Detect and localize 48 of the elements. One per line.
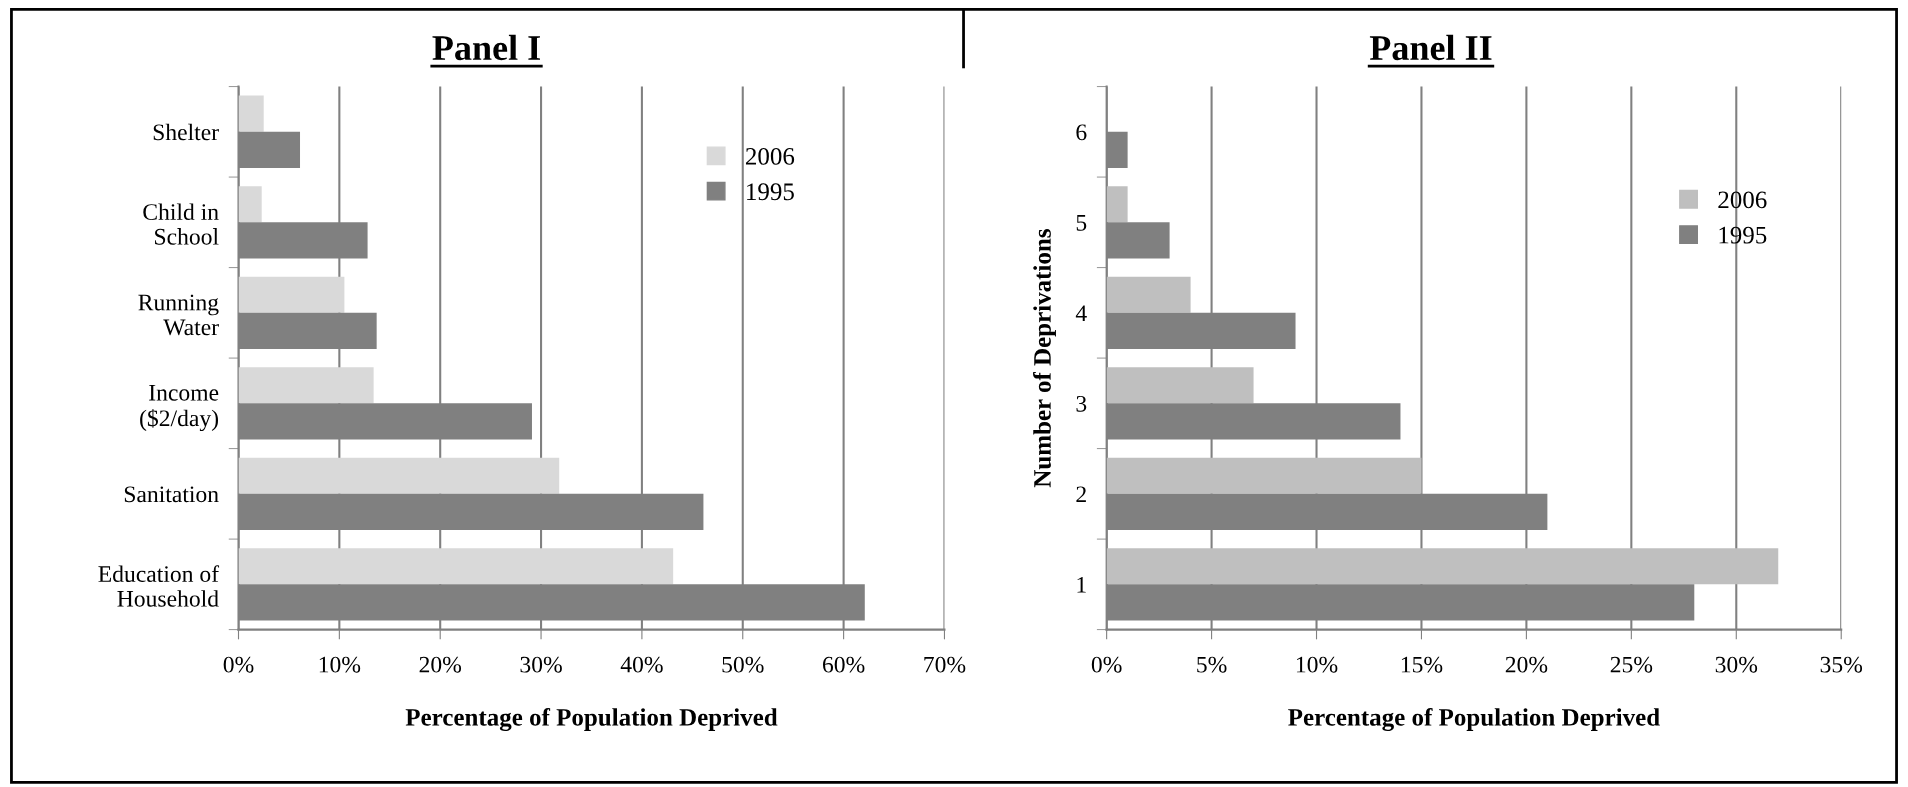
y-tick-label: Education of Household [98,565,220,607]
y-tick-label: Shelter [153,123,219,141]
bar [238,186,262,223]
y-tick-label: Child in School [143,203,219,245]
bar [1106,457,1422,494]
legend-label: 2006 [1718,191,1767,209]
legend-label: 1995 [747,183,794,201]
x-tick-label: 20% [419,656,462,673]
x-tick-label: 20% [1505,656,1548,673]
bar [1106,186,1128,223]
x-tick-label: 25% [1610,656,1653,673]
legend-label: 2006 [745,147,795,165]
x-tick-label: 30% [520,656,562,673]
x-tick-label: 60% [822,656,865,673]
x-tick-label: 10% [1296,656,1338,673]
x-tick-label: 40% [620,656,663,673]
bar [238,457,560,494]
bar [1106,276,1191,313]
x-axis-title: Percentage of Population Deprived [1288,707,1660,732]
x-tick-label: 30% [1715,656,1758,673]
x-tick-label: 15% [1401,656,1443,673]
x-tick-label: 10% [319,656,361,673]
y-tick-label: Sanitation [124,486,219,503]
bar [1106,367,1254,404]
x-tick-label: 5% [1197,656,1227,673]
bar [238,276,345,313]
x-tick-label: 0% [223,656,254,673]
y-tick-label: 5 [1076,215,1087,231]
y-tick-label: 1 [1077,576,1086,593]
bar [238,367,374,404]
y-tick-label: Running Water [138,294,219,336]
bar [238,548,674,585]
x-tick-label: 0% [1091,656,1122,673]
bar [238,95,264,132]
chart-title: Panel I [432,34,540,61]
y-tick-label: 6 [1076,124,1087,141]
y-tick-label: 3 [1076,395,1087,412]
y-tick-label: 4 [1075,305,1087,322]
x-tick-label: 50% [722,656,764,673]
legend-label: 1995 [1719,226,1767,244]
x-axis-title: Percentage of Population Deprived [405,707,778,732]
chart-title: Panel II [1369,34,1492,61]
y-tick-label: Income ($2/day) [140,385,219,432]
y-axis-title: Number of Deprivations [1033,229,1056,488]
y-tick-label: 2 [1076,486,1086,503]
x-tick-label: 70% [924,656,966,673]
bar [1106,548,1779,585]
x-tick-label: 35% [1820,656,1863,673]
